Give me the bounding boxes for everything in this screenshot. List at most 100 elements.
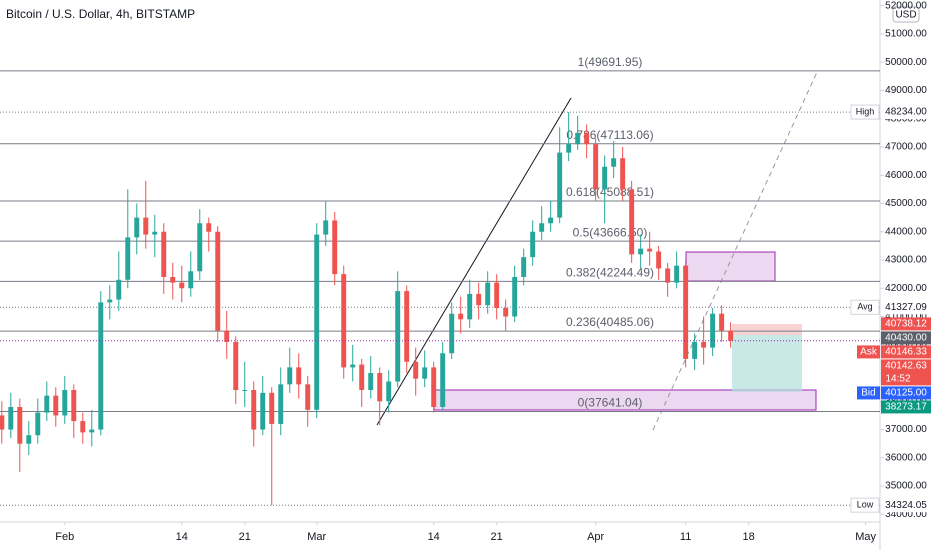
price-badge-label: 40146.33	[885, 347, 927, 358]
candle-body	[242, 390, 248, 391]
price-badge	[881, 317, 931, 331]
candle-body	[305, 384, 311, 410]
fib-label: 0(37641.04)	[578, 396, 643, 410]
y-tick-label: 43000.00	[885, 255, 927, 266]
candle-body	[179, 282, 185, 289]
marker-tag	[850, 299, 880, 315]
candle-body	[530, 231, 536, 258]
trend-line	[376, 97, 572, 426]
x-tick-label: 14	[176, 531, 188, 543]
price-badge	[881, 386, 931, 400]
price-tag-label: Ask	[860, 347, 878, 358]
marker-name: Avg	[857, 302, 872, 312]
y-tick-label: 42000.00	[885, 283, 927, 294]
candle-body	[413, 361, 419, 379]
y-tick-label: 34000.00	[885, 509, 927, 520]
price-badge-label: 40430.00	[885, 333, 927, 344]
candle-body	[674, 265, 680, 283]
y-tick-label: 40000.00	[885, 339, 927, 350]
x-tick-label: May	[855, 531, 876, 543]
candle-body	[197, 223, 203, 272]
y-tick-label: 47000.00	[885, 142, 927, 153]
price-tag-label: Bid	[861, 388, 875, 399]
candle-body	[161, 231, 167, 277]
fib-label: 0.5(43666.50)	[573, 225, 648, 239]
marker-value: 34324.05	[885, 500, 927, 511]
marker-tag	[850, 104, 880, 120]
candle-body	[17, 406, 23, 444]
candle-body	[665, 268, 671, 283]
position-target	[732, 335, 802, 392]
candle-body	[611, 158, 617, 167]
candle-body	[341, 274, 347, 368]
candle-body	[134, 217, 140, 238]
x-tick-label: Mar	[307, 531, 326, 543]
fib-label: 0.618(45088.51)	[566, 185, 654, 199]
candle-body	[467, 293, 473, 320]
price-badge	[881, 359, 931, 386]
candle-body	[26, 435, 32, 444]
x-tick-label: 11	[680, 531, 691, 543]
y-tick-label: 51000.00	[885, 29, 927, 40]
candle-body	[647, 248, 653, 252]
candle-body	[521, 257, 527, 277]
marker-value: 41327.09	[885, 302, 927, 313]
candle-body	[512, 276, 518, 317]
candle-body	[80, 421, 86, 433]
marker-value: 48234.00	[885, 107, 927, 118]
candle-body	[620, 158, 626, 190]
candle-body	[233, 341, 239, 390]
candle-body	[692, 341, 698, 359]
candle-body	[566, 144, 572, 153]
candle-body	[368, 373, 374, 390]
candle-body	[332, 220, 338, 275]
zone	[685, 251, 776, 282]
y-tick-label: 52000.00	[885, 0, 927, 11]
candle-body	[35, 412, 41, 436]
y-tick-label: 45000.00	[885, 198, 927, 209]
candle-body	[125, 237, 131, 280]
candle-body	[422, 367, 428, 379]
countdown: 14:52	[885, 374, 910, 385]
candle-body	[386, 381, 392, 402]
candle-body	[656, 251, 662, 269]
candle-body	[152, 231, 158, 235]
marker-badge	[881, 105, 931, 120]
fib-label: 1(49691.95)	[578, 55, 643, 69]
y-tick-label: 50000.00	[885, 57, 927, 68]
candle-body	[701, 341, 707, 348]
candle-body	[557, 152, 563, 218]
marker-name: High	[856, 106, 875, 116]
candle-body	[44, 395, 50, 413]
x-tick-label: 18	[743, 531, 755, 543]
candle-body	[539, 223, 545, 232]
candle-body	[98, 302, 104, 430]
candle-body	[143, 217, 149, 235]
candle-body	[359, 364, 365, 390]
price-badge-label: 40738.12	[885, 319, 927, 330]
candle-body	[287, 367, 293, 385]
drawings	[376, 69, 819, 431]
position-stop	[732, 324, 802, 335]
trend-line-dashed	[652, 69, 819, 431]
marker-badge	[881, 498, 931, 513]
candle-body	[719, 313, 725, 331]
y-tick-label: 46000.00	[885, 170, 927, 181]
candle-body	[62, 390, 68, 416]
candle-body	[215, 231, 221, 331]
y-tick-label: 37000.00	[885, 424, 927, 435]
price-badge	[881, 400, 931, 414]
candle-body	[53, 395, 59, 416]
y-tick-label: 41000.00	[885, 311, 927, 322]
y-tick-label: 44000.00	[885, 226, 927, 237]
candle-body	[728, 330, 734, 341]
candle-body	[251, 390, 257, 430]
price-badge-label: 38273.17	[885, 402, 927, 413]
marker-name: Low	[857, 500, 874, 510]
candle-body	[494, 282, 500, 309]
candle-body	[476, 293, 482, 306]
y-tick-label: 49000.00	[885, 85, 927, 96]
y-tick-label: 35000.00	[885, 481, 927, 492]
